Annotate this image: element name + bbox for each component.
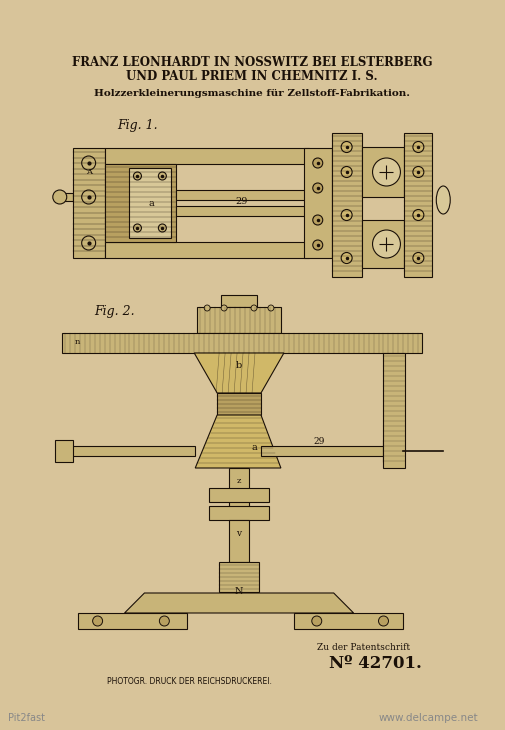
Bar bbox=[105, 164, 176, 242]
Text: n: n bbox=[75, 338, 80, 346]
Bar bbox=[331, 133, 361, 277]
Circle shape bbox=[312, 240, 322, 250]
Circle shape bbox=[159, 616, 169, 626]
Text: v: v bbox=[236, 529, 241, 539]
Bar bbox=[129, 168, 171, 238]
Text: Fig. 1.: Fig. 1. bbox=[117, 118, 158, 131]
Bar bbox=[62, 333, 422, 353]
Bar bbox=[383, 440, 402, 462]
Bar bbox=[217, 393, 261, 415]
Circle shape bbox=[340, 142, 351, 153]
Text: Holzzerkleinerungsmaschine für Zellstoff-Fabrikation.: Holzzerkleinerungsmaschine für Zellstoff… bbox=[94, 88, 409, 98]
Text: Pit2fast: Pit2fast bbox=[8, 713, 45, 723]
Bar bbox=[361, 220, 403, 268]
Circle shape bbox=[412, 210, 423, 220]
Circle shape bbox=[221, 305, 227, 311]
Bar bbox=[209, 506, 269, 520]
Circle shape bbox=[372, 158, 399, 186]
Text: A: A bbox=[85, 168, 91, 176]
Circle shape bbox=[412, 253, 423, 264]
Text: FRANZ LEONHARDT IN NOSSWITZ BEI ELSTERBERG: FRANZ LEONHARDT IN NOSSWITZ BEI ELSTERBE… bbox=[72, 55, 431, 69]
Text: Zu der Patentschrift: Zu der Patentschrift bbox=[316, 644, 409, 653]
Circle shape bbox=[81, 236, 95, 250]
Text: a: a bbox=[250, 444, 257, 453]
Circle shape bbox=[340, 166, 351, 177]
Text: 29: 29 bbox=[235, 196, 248, 206]
Circle shape bbox=[311, 616, 321, 626]
Circle shape bbox=[312, 183, 322, 193]
Circle shape bbox=[133, 172, 141, 180]
Text: b: b bbox=[235, 361, 242, 369]
Bar bbox=[55, 193, 73, 201]
Bar bbox=[303, 148, 331, 258]
Bar bbox=[403, 133, 431, 277]
Text: PHOTOGR. DRUCK DER REICHSDRUCKEREI.: PHOTOGR. DRUCK DER REICHSDRUCKEREI. bbox=[107, 677, 271, 686]
Text: www.delcampe.net: www.delcampe.net bbox=[378, 713, 477, 723]
Circle shape bbox=[133, 224, 141, 232]
Bar bbox=[78, 613, 187, 629]
Text: a: a bbox=[148, 199, 154, 207]
Bar bbox=[55, 440, 73, 462]
Bar bbox=[105, 242, 308, 258]
Circle shape bbox=[372, 230, 399, 258]
Circle shape bbox=[81, 156, 95, 170]
Ellipse shape bbox=[435, 186, 449, 214]
Polygon shape bbox=[195, 415, 280, 468]
Polygon shape bbox=[124, 593, 353, 613]
Polygon shape bbox=[194, 353, 283, 393]
Bar bbox=[361, 147, 403, 197]
Bar bbox=[73, 148, 105, 258]
Circle shape bbox=[53, 190, 67, 204]
Circle shape bbox=[92, 616, 103, 626]
Bar bbox=[229, 468, 248, 513]
Bar bbox=[221, 295, 257, 307]
Bar bbox=[229, 520, 248, 562]
Circle shape bbox=[378, 616, 388, 626]
Text: Fig. 2.: Fig. 2. bbox=[94, 305, 135, 318]
Circle shape bbox=[158, 172, 166, 180]
Text: 29: 29 bbox=[313, 437, 324, 445]
Bar bbox=[261, 446, 388, 456]
Bar bbox=[62, 446, 195, 456]
Circle shape bbox=[412, 142, 423, 153]
Bar bbox=[383, 353, 405, 468]
Bar bbox=[219, 562, 259, 592]
Bar bbox=[209, 488, 269, 502]
Circle shape bbox=[81, 190, 95, 204]
Text: UND PAUL PRIEM IN CHEMNITZ I. S.: UND PAUL PRIEM IN CHEMNITZ I. S. bbox=[126, 71, 377, 83]
Circle shape bbox=[340, 210, 351, 220]
Circle shape bbox=[268, 305, 273, 311]
Bar bbox=[197, 307, 280, 333]
Circle shape bbox=[412, 166, 423, 177]
Circle shape bbox=[312, 215, 322, 225]
Bar bbox=[293, 613, 402, 629]
Circle shape bbox=[312, 158, 322, 168]
Bar bbox=[105, 148, 308, 164]
Circle shape bbox=[250, 305, 257, 311]
Bar bbox=[176, 206, 308, 216]
Text: z: z bbox=[236, 477, 241, 485]
Circle shape bbox=[204, 305, 210, 311]
Bar bbox=[176, 190, 308, 200]
Circle shape bbox=[340, 253, 351, 264]
Text: N: N bbox=[234, 588, 243, 596]
Circle shape bbox=[158, 224, 166, 232]
Text: Nº 42701.: Nº 42701. bbox=[328, 656, 421, 672]
